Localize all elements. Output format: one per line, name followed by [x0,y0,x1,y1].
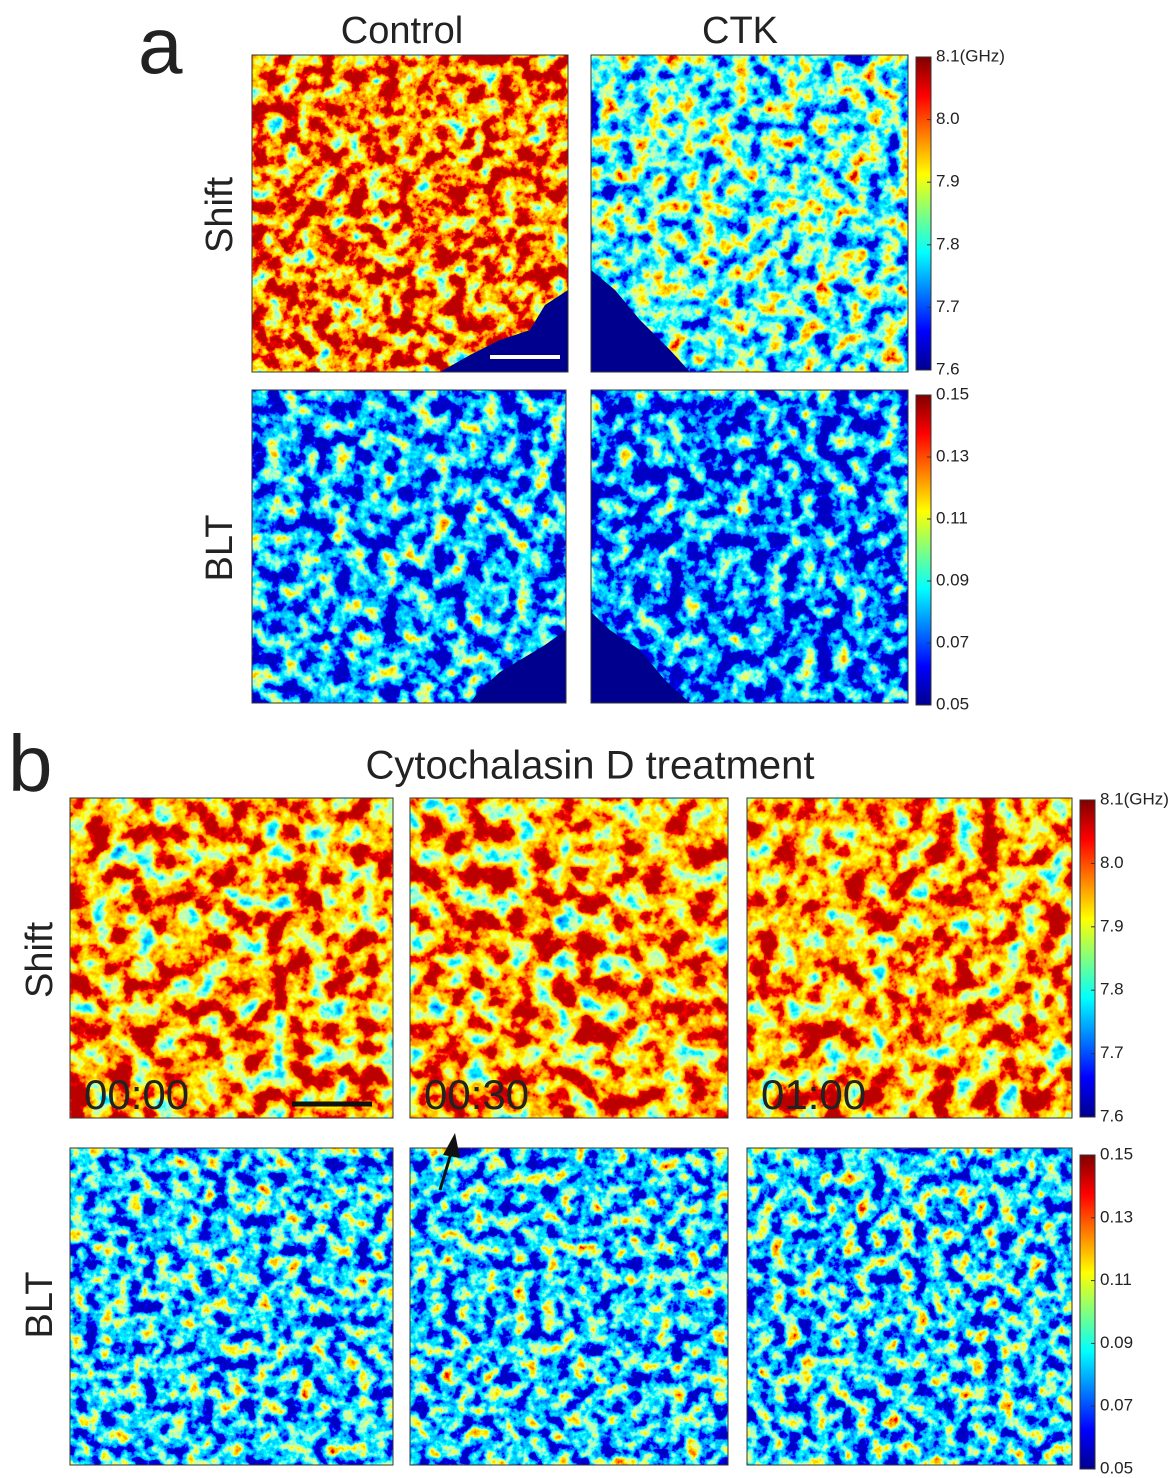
colorbar-label: 8.0 [1100,853,1124,872]
colorbar-label: 0.09 [936,570,969,589]
image-frame [590,54,909,373]
colorbar-label: 0.13 [1100,1207,1133,1226]
heatmap [70,1148,393,1465]
heatmap [747,798,1072,1118]
row-label: Shift [199,177,241,253]
colorbar-label: 7.8 [1100,980,1124,999]
arrow-head [443,1133,460,1158]
image-frame [69,797,394,1119]
colorbar-label: 7.9 [936,172,960,191]
colorbar-label: 0.11 [1100,1270,1132,1289]
background-region [440,290,568,372]
colorbar-label: 0.07 [1100,1396,1133,1415]
colorbar-label: 8.0 [936,109,960,128]
colorbar-label: 7.9 [1100,916,1124,935]
heatmap [591,55,908,372]
heatmap [252,55,568,372]
image-frame [251,54,569,373]
heatmap [252,390,566,703]
heatmap [410,798,728,1118]
colorbar-label: 0.05 [936,694,969,713]
colorbar-label: 7.8 [936,234,960,253]
row-label: BLT [199,515,241,582]
timestamp: 01:00 [761,1071,866,1118]
image-frame [590,389,909,704]
colorbar-label: 0.15 [936,384,969,403]
colorbar-label: 0.09 [1100,1333,1133,1352]
image-frame [746,797,1073,1119]
heatmap [410,1148,728,1465]
image-frame [409,797,729,1119]
background-region [591,612,690,703]
background-region [470,630,566,703]
column-label: CTK [702,10,778,52]
colorbar-label: 0.05 [1100,1458,1133,1477]
colorbar-label: 7.6 [936,359,960,378]
background-region [591,270,690,372]
timestamp: 00:30 [424,1071,529,1118]
colorbar [915,56,932,371]
colorbar-label: 7.6 [1100,1106,1124,1125]
image-frame [69,1147,394,1466]
panel-title: Cytochalasin D treatment [365,744,814,788]
timestamp: 00:00 [84,1071,189,1118]
image-frame [746,1147,1073,1466]
row-label: BLT [19,1272,61,1339]
colorbar-label: 7.7 [936,297,960,316]
colorbar-label: 7.7 [1100,1043,1124,1062]
colorbar-label: 0.15 [1100,1144,1133,1163]
heatmap [591,390,908,703]
row-label: Shift [19,922,61,998]
colorbar [915,394,932,706]
colorbar [1079,1154,1096,1470]
colorbar-label: 8.1(GHz) [936,46,1005,65]
colorbar-label: 8.1(GHz) [1100,789,1169,808]
colorbar-label: 0.13 [936,446,969,465]
column-label: Control [341,10,464,52]
heatmap [747,1148,1072,1465]
panel-label: b [8,719,53,808]
image-frame [251,389,567,704]
image-frame [409,1147,729,1466]
colorbar [1079,799,1096,1118]
heatmap [70,798,393,1118]
panel-label: a [138,1,183,90]
arrow-shaft [438,1149,454,1191]
colorbar-label: 0.11 [936,508,968,527]
colorbar-label: 0.07 [936,632,969,651]
